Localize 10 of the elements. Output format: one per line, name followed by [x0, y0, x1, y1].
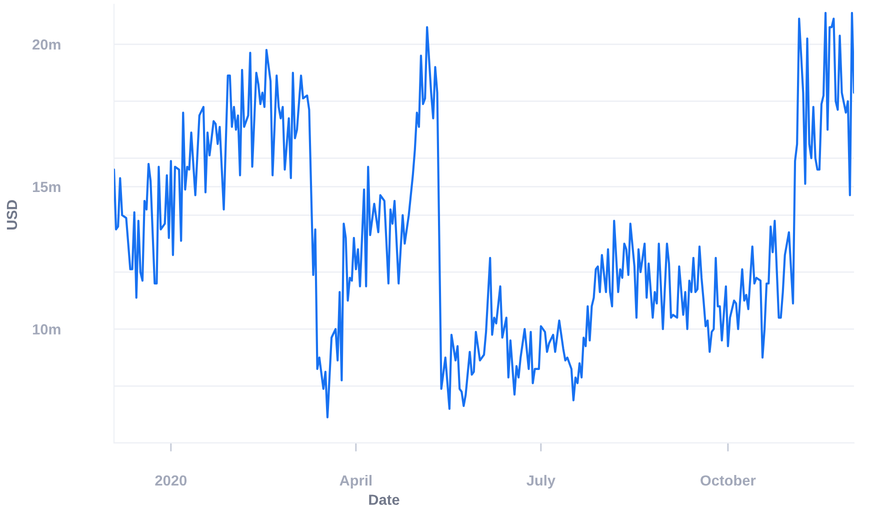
x-tick-label: July — [526, 474, 556, 489]
x-tick-label: April — [340, 474, 372, 489]
x-tick-label: 2020 — [155, 475, 187, 486]
line-series — [114, 12, 854, 418]
x-tick-label: October — [700, 474, 756, 486]
y-tick-label: 15m — [32, 182, 60, 192]
y-axis-title: USD — [6, 200, 18, 230]
y-tick-label: 10m — [32, 324, 60, 335]
y-tick-label: 20m — [32, 39, 60, 50]
x-axis-title: Date — [369, 494, 400, 505]
